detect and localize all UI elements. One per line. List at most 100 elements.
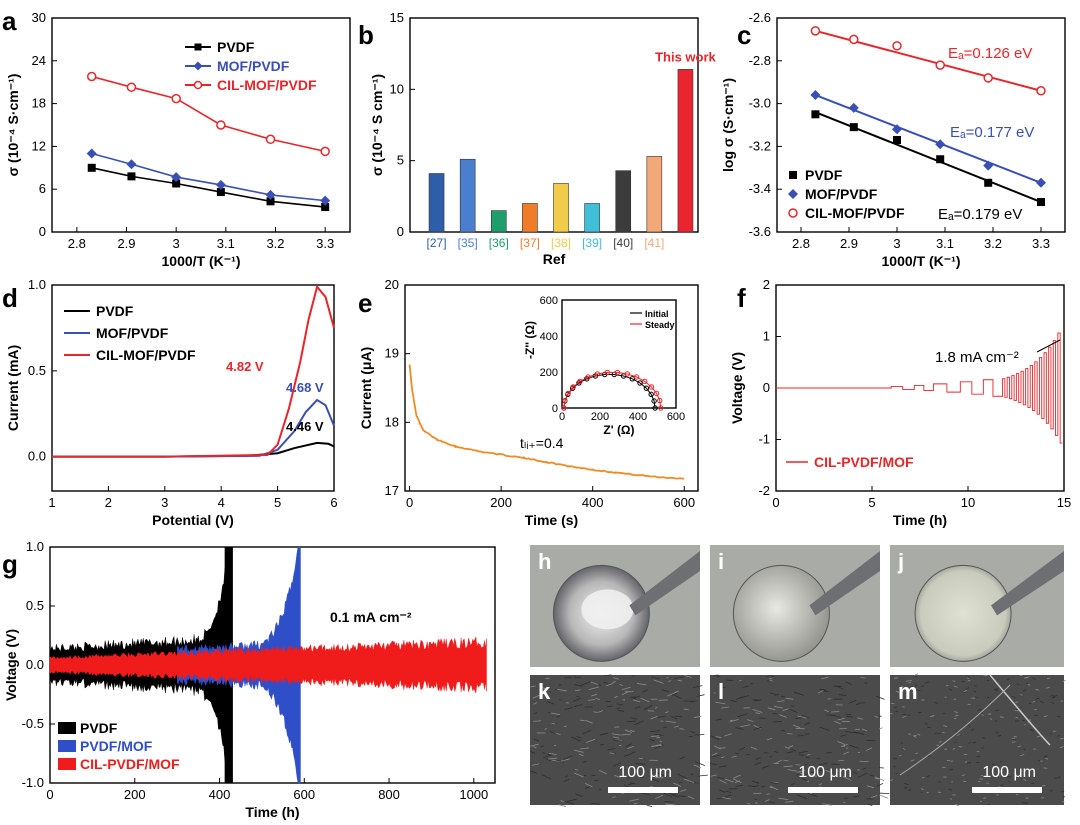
sem-texture <box>746 719 754 722</box>
sem-texture <box>593 711 598 713</box>
panel-f-ytick-label: 1 <box>763 329 770 344</box>
sem-texture <box>826 714 836 717</box>
sem-texture <box>783 765 793 768</box>
panel-a-legend-marker <box>194 43 202 51</box>
panel-b-category-label: [38] <box>551 236 571 250</box>
panel-g-xlabel: Time (h) <box>245 804 299 820</box>
sem-texture <box>783 759 789 762</box>
panel-e-xtick-label: 0 <box>406 495 413 510</box>
sem-texture <box>926 775 931 778</box>
sem-texture <box>750 746 758 750</box>
sem-texture <box>558 804 567 807</box>
panel-c-point <box>811 110 820 119</box>
panel-label-l: l <box>718 679 724 704</box>
sem-texture <box>994 720 998 722</box>
sem-texture <box>895 690 900 693</box>
scale-bar-label: 100 μm <box>982 764 1036 781</box>
sem-texture <box>710 735 720 741</box>
panel-label-i: i <box>718 549 724 574</box>
panel-c-ytick-label: -3.0 <box>749 96 771 111</box>
sem-texture <box>674 690 680 693</box>
sem-texture <box>633 802 638 805</box>
sem-texture <box>864 682 868 684</box>
panel-g-legend-label: CIL-PVDF/MOF <box>80 756 180 772</box>
sem-texture <box>598 788 601 791</box>
panel-f-ytick-label: -1 <box>758 432 770 447</box>
sem-texture <box>572 697 582 703</box>
sem-texture <box>631 717 638 720</box>
sem-texture <box>598 710 604 713</box>
panel-d-series-line <box>52 284 335 458</box>
panel-d-onset-label: 4.82 V <box>226 359 264 374</box>
panel-b-bar <box>490 210 507 233</box>
panel-a-point <box>265 189 276 200</box>
panel-e-inset-point <box>629 376 635 382</box>
panel-f-ytick-label: -2 <box>758 483 770 498</box>
sem-texture <box>563 779 570 782</box>
panel-g-ytick-label: -0.5 <box>22 716 44 731</box>
panel-a-series-line <box>91 167 326 208</box>
panel-e-inset-point <box>643 385 650 391</box>
sem-texture <box>679 728 685 730</box>
sem-texture <box>721 706 729 709</box>
sem-texture <box>904 782 909 786</box>
panel-c-point <box>935 60 945 70</box>
sem-texture <box>1026 676 1030 679</box>
sem-texture <box>715 718 723 721</box>
sem-texture <box>1028 702 1032 705</box>
sem-texture <box>551 723 556 725</box>
panel-c-point <box>983 160 994 171</box>
panel-b-ytick-label: 10 <box>390 81 404 96</box>
sem-texture <box>655 794 664 800</box>
sem-texture <box>540 686 548 691</box>
sem-texture <box>557 689 567 692</box>
sem-texture <box>613 677 619 680</box>
sem-texture <box>796 773 800 776</box>
panel-g-xtick-label: 400 <box>209 787 231 802</box>
panel-b-bar <box>459 158 476 233</box>
sem-texture <box>953 685 958 688</box>
sem-texture <box>817 690 824 694</box>
sem-texture <box>556 715 561 718</box>
sem-texture <box>764 799 770 802</box>
sem-texture <box>1029 719 1032 721</box>
sem-texture <box>874 776 885 782</box>
panel-f-annotation-arrow <box>1036 339 1061 353</box>
panel-c-point <box>984 178 993 187</box>
scale-bar <box>972 787 1042 793</box>
sem-fiber <box>899 684 1011 776</box>
sem-texture <box>586 738 596 743</box>
sem-texture <box>1029 728 1034 732</box>
sem-texture <box>1011 738 1016 741</box>
panel-a-ytick-label: 24 <box>32 53 46 68</box>
panel-d-onset-label: 4.46 V <box>286 419 324 434</box>
panel-e-inset-point <box>648 384 655 390</box>
sem-texture <box>861 728 868 732</box>
sem-texture <box>924 723 929 725</box>
panel-d-xtick-label: 3 <box>161 495 168 510</box>
sem-texture <box>734 780 741 784</box>
sem-texture <box>725 679 734 682</box>
panel-e-series-line <box>408 364 685 480</box>
sem-texture <box>916 689 921 692</box>
panel-c-point <box>849 123 858 132</box>
sem-texture <box>692 685 703 689</box>
sem-texture <box>749 682 753 685</box>
panel-c-ea-label: Eₐ=0.177 eV <box>950 124 1034 141</box>
panel-c-point <box>983 73 993 83</box>
sem-texture <box>893 757 897 760</box>
sem-texture <box>790 783 795 786</box>
sem-texture <box>630 695 641 701</box>
sem-texture <box>766 793 770 795</box>
sem-texture <box>621 686 631 691</box>
sem-texture <box>834 720 841 725</box>
sem-texture <box>1032 700 1036 703</box>
sem-texture <box>871 794 878 798</box>
sem-texture <box>634 720 644 726</box>
sem-texture <box>949 768 954 771</box>
panel-f-ylabel: Voltage (V) <box>729 352 745 424</box>
sem-texture <box>558 699 562 701</box>
sem-texture <box>690 730 695 734</box>
sem-texture <box>677 679 683 682</box>
sem-texture <box>761 785 766 788</box>
